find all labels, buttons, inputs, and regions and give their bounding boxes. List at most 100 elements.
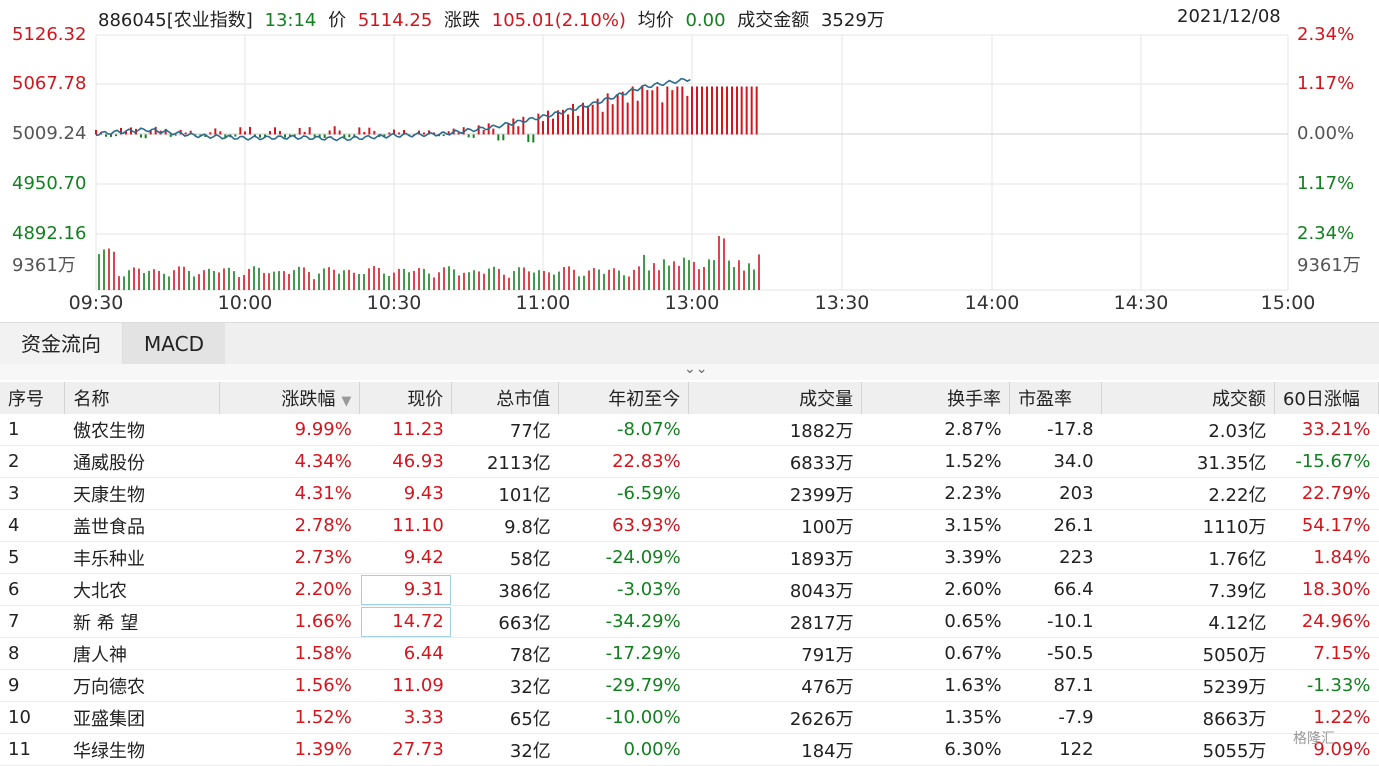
table-cell: -8.07%: [558, 414, 689, 446]
table-cell: 32亿: [451, 733, 559, 766]
table-cell: 6833万: [688, 445, 862, 478]
turnover-value: 3529万: [820, 10, 885, 31]
table-cell: -24.09%: [558, 541, 689, 574]
table-cell: 101亿: [451, 477, 559, 510]
table-cell: 5055万: [1101, 733, 1275, 766]
table-row[interactable]: 8 唐人神 1.58% 6.44 78亿 -17.29% 791万 0.67% -50.5 505…: [0, 637, 1379, 670]
table-header-row: 序号 名称 涨跌幅 ▼ 现价 总市值 年初至今 成交量 换手率 市盈率 成交额 6…: [0, 382, 1379, 414]
table-cell: 1.52%: [219, 701, 360, 734]
table-cell: 2817万: [688, 605, 862, 638]
table-cell: 1.84%: [1274, 541, 1379, 574]
table-cell: 2.20%: [219, 573, 360, 606]
pct-tick: 0.00%: [1297, 123, 1355, 144]
table-cell: 87.1: [1009, 669, 1102, 702]
table-cell: 65亿: [451, 701, 559, 734]
pct-tick: 1.17%: [1297, 73, 1355, 94]
table-cell: -10.1: [1009, 605, 1102, 638]
header-pe[interactable]: 市盈率: [1009, 382, 1103, 414]
tab-capital-flow[interactable]: 资金流向: [0, 323, 123, 365]
table-cell: 1882万: [688, 414, 862, 446]
table-cell: 4: [0, 509, 65, 542]
tab-macd[interactable]: MACD: [123, 323, 225, 365]
table-cell: 7.15%: [1274, 637, 1379, 670]
price-tick: 5009.24: [12, 123, 87, 144]
table-cell: 22.83%: [558, 445, 689, 478]
table-cell: 2: [0, 445, 65, 478]
table-cell: 663亿: [451, 605, 559, 638]
header-ytd[interactable]: 年初至今: [558, 382, 690, 414]
table-cell: 3.33: [359, 701, 452, 734]
quote-info-line: 886045[农业指数] 13:14 价 5114.25 涨跌 105.01(2…: [98, 6, 891, 32]
price-tick: 5067.78: [12, 73, 87, 94]
table-cell: -3.03%: [558, 573, 689, 606]
pct-tick: 1.17%: [1297, 173, 1355, 194]
table-cell: 6.30%: [861, 733, 1010, 766]
change-label: 涨跌: [444, 10, 481, 31]
table-cell: 58亿: [451, 541, 559, 574]
double-chevron-down-icon[interactable]: ⌄⌄: [684, 361, 708, 377]
table-row[interactable]: 2 通威股份 4.34% 46.93 2113亿 22.83% 6833万 1.52% 34.0…: [0, 445, 1379, 478]
header-name[interactable]: 名称: [64, 382, 221, 414]
table-cell: 22.79%: [1274, 477, 1379, 510]
table-cell: 476万: [688, 669, 862, 702]
header-change-pct[interactable]: 涨跌幅 ▼: [219, 382, 361, 414]
table-cell: 8663万: [1101, 701, 1275, 734]
table-cell: 26.1: [1009, 509, 1102, 542]
header-price[interactable]: 现价: [359, 382, 453, 414]
table-cell: 9: [0, 669, 65, 702]
price-tick: 4892.16: [12, 223, 87, 244]
table-cell: 9.43: [359, 477, 452, 510]
time-tick: 11:00: [515, 292, 571, 314]
quote-time: 13:14: [264, 10, 317, 31]
header-60d-change[interactable]: 60日涨幅: [1274, 382, 1379, 414]
avg-value: 0.00: [685, 10, 726, 31]
table-cell: 华绿生物: [64, 733, 220, 766]
table-row[interactable]: 1 傲农生物 9.99% 11.23 77亿 -8.07% 1882万 2.87% -17.8 2…: [0, 414, 1379, 446]
price-value: 5114.25: [357, 10, 433, 31]
table-row[interactable]: 4 盖世食品 2.78% 11.10 9.8亿 63.93% 100万 3.15% 26.1 11…: [0, 509, 1379, 542]
table-cell: 4.34%: [219, 445, 360, 478]
table-cell: 33.21%: [1274, 414, 1379, 446]
collapse-bar[interactable]: ⌄⌄: [0, 361, 1379, 380]
table-row[interactable]: 10 亚盛集团 1.52% 3.33 65亿 -10.00% 2626万 1.35% -7.9 8…: [0, 701, 1379, 734]
table-cell: 54.17%: [1274, 509, 1379, 542]
table-cell: 6: [0, 573, 65, 606]
header-amount[interactable]: 成交额: [1101, 382, 1275, 414]
header-volume[interactable]: 成交量: [688, 382, 863, 414]
table-cell: 1.22%: [1274, 701, 1379, 734]
table-cell: 7.39亿: [1101, 573, 1275, 606]
table-cell: 1.56%: [219, 669, 360, 702]
intraday-chart[interactable]: 886045[农业指数] 13:14 价 5114.25 涨跌 105.01(2…: [0, 0, 1379, 322]
table-cell: 223: [1009, 541, 1102, 574]
table-row[interactable]: 5 丰乐种业 2.73% 9.42 58亿 -24.09% 1893万 3.39% 223 1.7…: [0, 541, 1379, 574]
table-cell: -17.8: [1009, 414, 1102, 446]
table-cell: 9.8亿: [451, 509, 559, 542]
table-cell: 天康生物: [64, 477, 220, 510]
table-cell: 3.15%: [861, 509, 1010, 542]
table-cell: 1.66%: [219, 605, 360, 638]
table-row[interactable]: 11 华绿生物 1.39% 27.73 32亿 0.00% 184万 6.30% 122 5055…: [0, 733, 1379, 766]
header-turnover-rate[interactable]: 换手率: [861, 382, 1011, 414]
header-index[interactable]: 序号: [0, 382, 66, 414]
table-cell: 18.30%: [1274, 573, 1379, 606]
table-row[interactable]: 6 大北农 2.20% 9.31 386亿 -3.03% 8043万 2.60% 66.4 7.3…: [0, 573, 1379, 606]
table-cell: 184万: [688, 733, 862, 766]
table-cell: -7.9: [1009, 701, 1102, 734]
table-cell: 9.42: [359, 541, 452, 574]
table-cell: 11.09: [359, 669, 452, 702]
table-body: 1 傲农生物 9.99% 11.23 77亿 -8.07% 1882万 2.87% -17.8 2…: [0, 414, 1379, 766]
table-cell: 1110万: [1101, 509, 1275, 542]
table-cell: 5: [0, 541, 65, 574]
header-market-cap[interactable]: 总市值: [451, 382, 560, 414]
table-cell: 2.03亿: [1101, 414, 1275, 446]
table-cell: -1.33%: [1274, 669, 1379, 702]
constituent-table: 序号 名称 涨跌幅 ▼ 现价 总市值 年初至今 成交量 换手率 市盈率 成交额 6…: [0, 382, 1379, 766]
table-row[interactable]: 3 天康生物 4.31% 9.43 101亿 -6.59% 2399万 2.23% 203 2.2…: [0, 477, 1379, 510]
table-row[interactable]: 9 万向德农 1.56% 11.09 32亿 -29.79% 476万 1.63% 87.1 52…: [0, 669, 1379, 702]
index-code-name: 886045[农业指数]: [98, 10, 253, 31]
table-cell: 32亿: [451, 669, 559, 702]
time-tick: 13:00: [664, 292, 720, 314]
table-cell: 11.23: [359, 414, 452, 446]
table-cell: 1.76亿: [1101, 541, 1275, 574]
